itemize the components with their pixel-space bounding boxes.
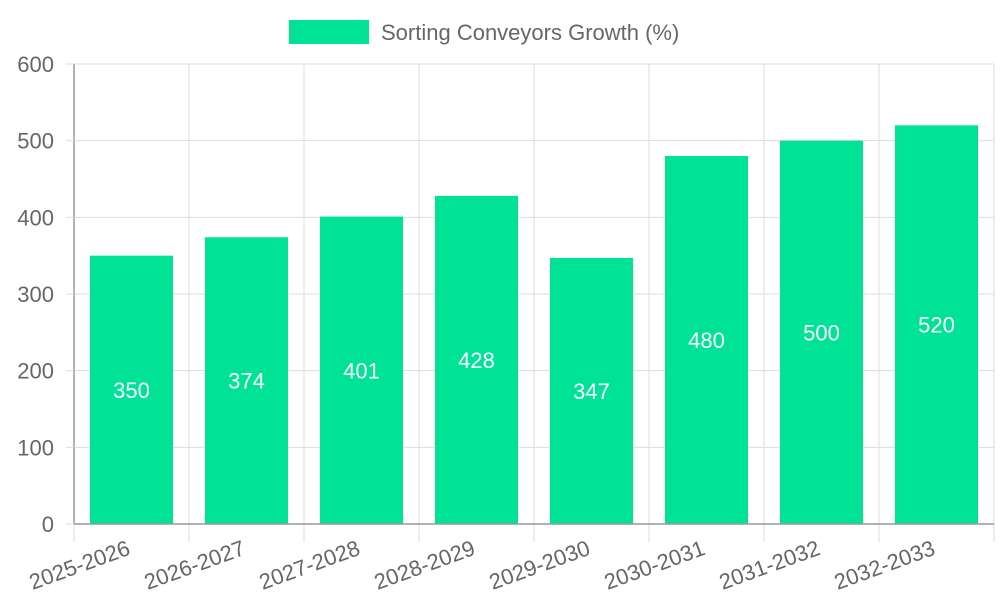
y-tick-label: 600	[17, 52, 54, 77]
bar[interactable]	[895, 125, 978, 524]
y-axis-ticks: 0 100 200 300 400 500 600	[17, 52, 74, 537]
x-tick-label: 2026-2027	[141, 535, 248, 594]
y-tick-label: 500	[17, 129, 54, 154]
data-labels: 350 374 401 428 347 480 500 520	[113, 313, 955, 404]
x-axis-ticks: 2025-2026 2026-2027 2027-2028 2028-2029 2029…	[26, 535, 938, 594]
bar-value-label: 374	[228, 369, 265, 394]
y-tick-label: 100	[17, 435, 54, 460]
x-tick-label: 2027-2028	[256, 535, 363, 594]
legend-label: Sorting Conveyors Growth (%)	[381, 20, 679, 45]
legend[interactable]: Sorting Conveyors Growth (%)	[289, 20, 679, 45]
y-tick-label: 0	[42, 512, 54, 537]
legend-swatch	[289, 20, 369, 44]
bar[interactable]	[90, 255, 173, 524]
bar-value-label: 347	[573, 379, 610, 404]
x-tick-label: 2032-2033	[831, 535, 938, 594]
x-tick-label: 2030-2031	[601, 535, 708, 594]
bar-value-label: 401	[343, 358, 380, 383]
x-tick-label: 2028-2029	[371, 535, 478, 594]
bar[interactable]	[435, 195, 518, 524]
bar[interactable]	[205, 237, 288, 524]
y-tick-label: 200	[17, 359, 54, 384]
bar[interactable]	[320, 216, 403, 525]
bar[interactable]	[550, 257, 633, 524]
bar-value-label: 500	[803, 320, 840, 345]
y-tick-label: 300	[17, 282, 54, 307]
x-tick-label: 2029-2030	[486, 535, 593, 594]
bar-value-label: 350	[113, 378, 150, 403]
bars	[90, 125, 978, 525]
bar-value-label: 428	[458, 348, 495, 373]
x-tick-label: 2025-2026	[26, 535, 133, 594]
bar[interactable]	[780, 140, 863, 524]
x-tick-label: 2031-2032	[716, 535, 823, 594]
bar-value-label: 520	[918, 313, 955, 338]
bar[interactable]	[665, 156, 748, 524]
y-tick-label: 400	[17, 205, 54, 230]
bar-value-label: 480	[688, 328, 725, 353]
